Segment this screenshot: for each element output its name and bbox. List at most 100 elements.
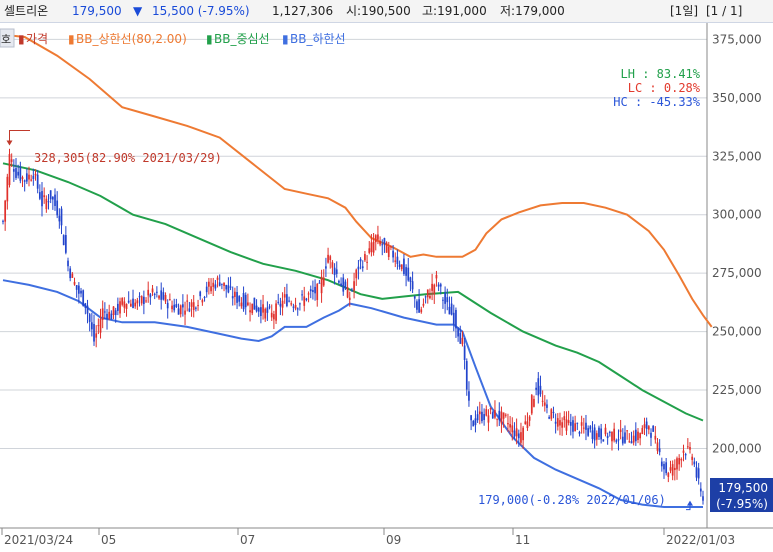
open-price: 시:190,500: [346, 4, 411, 18]
candle-body: [283, 294, 286, 298]
page-button[interactable]: [1 / 1]: [706, 4, 743, 18]
candle-body: [38, 192, 41, 199]
candle-body: [580, 422, 583, 426]
candle-body: [103, 311, 106, 313]
candle-body: [129, 303, 132, 307]
candle-body: [244, 294, 247, 308]
candle-body: [279, 303, 282, 307]
y-tick-label: 375,000: [712, 32, 762, 46]
candle-body: [121, 298, 124, 305]
candle-body: [416, 301, 418, 310]
candle-body: [257, 307, 260, 312]
candle-body: [364, 254, 366, 261]
candle-body: [338, 280, 340, 283]
candle-body: [574, 423, 577, 432]
candle-body: [231, 296, 234, 299]
candle-body: [182, 304, 184, 308]
candle-body: [433, 284, 436, 295]
candle-body: [496, 418, 498, 420]
legend-marker-icon: ▮: [68, 32, 75, 46]
candle-body: [143, 296, 145, 305]
candle-body: [444, 292, 446, 304]
candle-body: [110, 313, 113, 320]
legend-marker-icon: ▮: [206, 32, 213, 46]
legend-side-tab[interactable]: [0, 28, 15, 48]
candle-body: [325, 266, 327, 269]
chart-legend: 호 ▮ 가격 ▮ BB_상한선(80,2.00) ▮ BB_중심선 ▮ BB_하한선: [0, 28, 346, 48]
candle-body: [292, 306, 295, 308]
candle-body: [149, 294, 152, 298]
current-price: 179,500: [72, 4, 122, 18]
stock-name[interactable]: 셀트리온: [4, 4, 49, 18]
candle-body: [10, 159, 13, 162]
x-tick-label: 09: [386, 533, 401, 547]
candle-body: [205, 286, 208, 293]
candle-body: [448, 306, 451, 315]
candle-body: [95, 333, 98, 338]
candle-body: [446, 297, 449, 303]
candle-body: [617, 439, 620, 441]
candle-body: [97, 325, 100, 327]
candle-body: [353, 281, 355, 291]
high-annotation: 328,305(82.90% 2021/03/29): [34, 151, 222, 165]
candle-body: [227, 285, 230, 293]
candle-body: [322, 277, 325, 286]
candle-body: [62, 235, 65, 246]
candle-body: [530, 395, 533, 414]
candle-body: [502, 412, 505, 419]
period-button[interactable]: [1일]: [670, 4, 699, 18]
candle-body: [559, 420, 561, 426]
candle-body: [301, 294, 303, 296]
candle-body: [585, 422, 587, 430]
candle-body: [331, 262, 334, 268]
candle-body: [654, 435, 657, 440]
candle-body: [485, 409, 488, 416]
candle-body: [372, 241, 375, 253]
price-box-price: 179,500: [718, 481, 768, 495]
candle-body: [351, 289, 353, 291]
y-tick-label: 350,000: [712, 91, 762, 105]
candle-body: [504, 414, 507, 416]
candle-body: [15, 168, 17, 178]
candle-body: [699, 488, 702, 492]
candle-body: [515, 428, 518, 437]
candle-body: [25, 173, 28, 182]
candle-body: [513, 430, 516, 437]
candle-body: [689, 447, 691, 450]
candle-body: [8, 154, 11, 186]
candle-body: [171, 305, 173, 310]
candle-body: [247, 302, 249, 306]
candle-body: [697, 468, 700, 479]
candle-body: [99, 319, 102, 333]
candle-body: [309, 289, 312, 292]
candle-body: [630, 441, 633, 444]
candle-body: [374, 235, 377, 243]
candle-body: [550, 409, 553, 419]
candle-body: [533, 398, 535, 407]
candle-body: [320, 276, 323, 294]
candle-body: [470, 415, 472, 421]
candle-body: [539, 385, 542, 395]
candle-body: [71, 273, 74, 278]
x-tick-label: 05: [101, 533, 116, 547]
candle-body: [587, 428, 590, 436]
candle-body: [487, 415, 490, 423]
candle-body: [355, 269, 358, 279]
change-arrow-icon: ▼: [133, 4, 143, 18]
candle-body: [275, 303, 277, 321]
candle-body: [108, 311, 111, 319]
candle-body: [340, 283, 342, 287]
candle-body: [273, 314, 275, 320]
candle-body: [296, 308, 299, 310]
candle-body: [478, 411, 481, 415]
candle-body: [604, 427, 607, 435]
candle-body: [543, 402, 546, 406]
candle-body: [240, 302, 243, 307]
candlestick-chart[interactable]: 375,000 350,000 325,000 300,000 275,000 250,0…: [0, 23, 773, 552]
annotations: 328,305(82.90% 2021/03/29) 179,000(-0.28…: [6, 130, 693, 511]
legend-side-tab-label: 호: [1, 33, 11, 46]
candle-body: [77, 285, 80, 294]
candle-body: [294, 305, 297, 309]
candle-body: [4, 200, 7, 222]
candle-body: [218, 282, 221, 286]
